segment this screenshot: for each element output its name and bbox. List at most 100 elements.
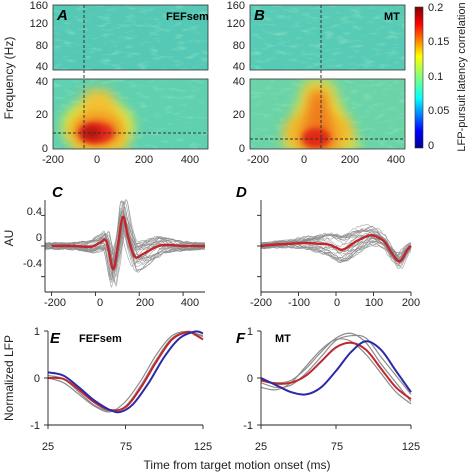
svg-text:40: 40 — [36, 61, 48, 73]
panel-c-x-ticks: -200 0 200 400 — [44, 297, 199, 309]
svg-text:125: 125 — [194, 441, 212, 453]
svg-text:25: 25 — [255, 441, 267, 453]
panel-b-letter: B — [254, 7, 265, 24]
svg-text:-100: -100 — [288, 297, 310, 309]
panel-f-x-ticks: 25 75 125 — [255, 441, 420, 453]
heatmap-a — [52, 4, 209, 150]
svg-text:120: 120 — [227, 18, 245, 30]
svg-text:0: 0 — [301, 154, 307, 166]
panel-e-line-gray1 — [47, 331, 204, 412]
svg-text:80: 80 — [36, 40, 48, 52]
panel-e-plot — [44, 330, 204, 429]
panel-d-x-ticks: -200 -100 0 100 200 — [250, 297, 420, 309]
panel-a-name: FEFsem — [166, 11, 209, 23]
svg-text:-1: -1 — [30, 420, 40, 432]
heatmap-b-top-texture — [250, 5, 405, 70]
heatmap-b-hotspot — [282, 80, 360, 149]
svg-text:75: 75 — [120, 441, 132, 453]
panel-f-plot — [257, 330, 412, 429]
svg-text:0: 0 — [247, 373, 253, 385]
panel-f-line-blue — [260, 340, 412, 396]
panel-d-trial-trace — [260, 231, 412, 269]
svg-text:1: 1 — [34, 326, 40, 338]
svg-text:200: 200 — [136, 297, 154, 309]
svg-text:0.1: 0.1 — [428, 71, 443, 83]
svg-text:0.05: 0.05 — [428, 105, 449, 117]
panel-f-letter: F — [236, 330, 246, 347]
svg-text:25: 25 — [42, 441, 54, 453]
svg-text:-200: -200 — [42, 154, 64, 166]
panel-e-line-gray2 — [47, 330, 204, 413]
svg-text:200: 200 — [341, 154, 359, 166]
panel-a-letter: A — [56, 7, 68, 24]
panel-c-mean-trace — [51, 215, 206, 271]
panel-d-trial-trace — [260, 229, 412, 263]
svg-text:20: 20 — [233, 109, 245, 121]
frequency-axis-label: Frequency (Hz) — [2, 37, 16, 120]
colorbar-scale — [414, 6, 424, 149]
heatmap-a-y-ticks: 160 120 80 40 40 20 0 — [30, 0, 48, 155]
svg-text:125: 125 — [402, 441, 420, 453]
panel-f-line-gray2 — [260, 334, 412, 395]
panel-c-trial-trace — [44, 199, 206, 267]
colorbar-label: LFP-pursuit latency correlation — [456, 2, 468, 151]
svg-text:0: 0 — [94, 154, 100, 166]
svg-text:400: 400 — [387, 154, 405, 166]
panel-d-letter: D — [236, 184, 247, 201]
svg-text:40: 40 — [36, 76, 48, 88]
svg-text:0: 0 — [334, 297, 340, 309]
panel-e-x-ticks: 25 75 125 — [42, 441, 212, 453]
panel-b-name: MT — [384, 11, 400, 23]
panel-f-line-red — [260, 341, 412, 400]
panel-e-name: FEFsem — [79, 333, 122, 345]
svg-text:0: 0 — [34, 373, 40, 385]
svg-text:120: 120 — [30, 18, 48, 30]
panel-c-y-ticks: 0.4 0 -0.4 — [23, 206, 42, 270]
svg-text:160: 160 — [30, 0, 48, 12]
svg-text:40: 40 — [233, 61, 245, 73]
au-axis-label: AU — [2, 230, 16, 247]
svg-text:1: 1 — [247, 326, 253, 338]
panel-e-y-ticks: 1 0 -1 — [30, 326, 40, 432]
svg-text:75: 75 — [331, 441, 343, 453]
panel-c-letter: C — [52, 184, 64, 201]
panel-f-y-ticks: 1 0 -1 — [243, 326, 253, 432]
heatmap-b-x-ticks: -200 0 200 400 — [247, 154, 405, 166]
panel-c-plot — [41, 199, 206, 296]
svg-text:0.2: 0.2 — [428, 2, 443, 14]
panel-e-line-red — [47, 330, 204, 412]
heatmap-b — [249, 4, 406, 150]
colorbar-ticks: 0.2 0.15 0.1 0.05 0 — [428, 2, 449, 152]
svg-text:-0.4: -0.4 — [23, 258, 42, 270]
svg-text:-200: -200 — [44, 297, 66, 309]
svg-text:160: 160 — [227, 0, 245, 12]
heatmap-a-x-ticks: -200 0 200 400 — [42, 154, 199, 166]
svg-text:400: 400 — [181, 297, 199, 309]
heatmap-b-y-ticks: 160 120 80 40 40 20 0 — [227, 0, 245, 155]
svg-text:-200: -200 — [247, 154, 269, 166]
svg-text:0: 0 — [42, 143, 48, 155]
svg-text:80: 80 — [233, 40, 245, 52]
panel-d-mean-trace — [260, 234, 412, 263]
time-axis-label: Time from target motion onset (ms) — [144, 458, 331, 472]
svg-text:0: 0 — [239, 143, 245, 155]
svg-text:0: 0 — [97, 297, 103, 309]
panel-d-plot — [257, 200, 412, 296]
svg-text:-200: -200 — [250, 297, 272, 309]
svg-text:40: 40 — [233, 76, 245, 88]
svg-text:0.15: 0.15 — [428, 36, 449, 48]
svg-text:20: 20 — [36, 109, 48, 121]
panel-e-line-blue — [47, 330, 204, 414]
panel-f-name: MT — [275, 333, 291, 345]
panel-c-trial-trace — [44, 219, 206, 288]
heatmap-a-top-texture — [53, 5, 208, 70]
svg-text:100: 100 — [365, 297, 383, 309]
svg-text:200: 200 — [402, 297, 420, 309]
svg-text:0.4: 0.4 — [27, 206, 42, 218]
panel-f-line-gray1 — [260, 332, 412, 402]
lfp-axis-label: Normalized LFP — [2, 335, 16, 421]
colorbar — [414, 6, 424, 149]
svg-text:400: 400 — [181, 154, 199, 166]
panel-e-letter: E — [50, 330, 61, 347]
